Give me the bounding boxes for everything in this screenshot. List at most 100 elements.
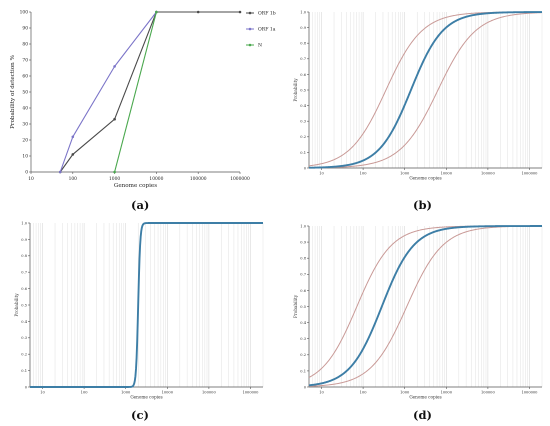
- panel-a-x-axis-label: Genome copies: [114, 183, 157, 189]
- panel-c-x-tick-label: 100000: [202, 391, 216, 395]
- panel-d-chart: 10 100 1000 10000 100000 1000000 0 0.1 0.2 0.3 0.4…: [293, 224, 543, 400]
- panel-a-chart: 10 100 1000 10000 100000 10000000102030405060…: [10, 10, 276, 189]
- panel-d-y-tick-label: 1.0: [300, 224, 306, 228]
- panel-c-y-tick-label: 0.8: [21, 254, 27, 258]
- legend-label-orf1b: ORF 1b: [258, 11, 276, 17]
- panel-d-x-tick-label: 100000: [481, 391, 495, 395]
- panel-a-y-tick-label: 10: [22, 154, 28, 159]
- panel-c-y-tick-label: 0.7: [21, 271, 27, 275]
- panel-a-y-tick-label: 50: [22, 90, 28, 95]
- panel-d-y-axis-label: Probability: [293, 294, 298, 318]
- panel-b-x-tick-label: 1000: [400, 172, 410, 176]
- panel-a-y-tick-label: 0: [25, 170, 28, 175]
- data-point-orf1b: [196, 10, 200, 14]
- panel-a-y-tick-label: 60: [22, 74, 28, 79]
- panel-a-y-tick-label: 100: [20, 10, 29, 15]
- panel-d-y-tick-label: 0.4: [300, 321, 306, 325]
- panel-c-y-tick-label: 0.6: [21, 287, 27, 291]
- panel-d-y-tick-label: 0.1: [300, 369, 306, 373]
- panel-b-y-tick-label: 1.0: [300, 10, 306, 14]
- series-line-orf1a: [59, 11, 157, 173]
- panel-b-y-tick-label: 0.4: [300, 104, 306, 108]
- legend-marker-orf1a: [248, 27, 252, 31]
- panel-c-y-tick-label: 0.9: [21, 238, 27, 242]
- panel-a-y-tick-label: 80: [22, 42, 28, 47]
- panel-b-y-tick-label: 0.8: [300, 42, 306, 46]
- panel-a-x-tick-label: 10000: [149, 177, 163, 182]
- legend-label-orf1a: ORF 1a: [258, 27, 276, 33]
- panel-b-y-tick-label: 0.1: [300, 151, 306, 155]
- panel-c-chart: 10 100 1000 10000 100000 1000000 0 0.1 0.2 0.3 0.4…: [14, 221, 264, 400]
- data-point-n: [155, 10, 158, 14]
- panel-c-x-tick-label: 10000: [162, 391, 174, 395]
- panel-c-y-tick-label: 0.5: [21, 303, 27, 307]
- panel-a-y-axis-label: Probability of detection %: [10, 55, 16, 129]
- panel-d-y-tick-label: 0.7: [300, 273, 306, 277]
- data-point-orf1b: [113, 117, 116, 121]
- data-point-orf1a: [113, 65, 116, 68]
- panel-c-y-tick-label: 0.2: [21, 353, 27, 357]
- panel-b-ci-upper-curve: [308, 12, 543, 169]
- panel-b-y-tick-label: 0.2: [300, 135, 306, 139]
- panel-c-x-tick-label: 1000000: [242, 391, 259, 395]
- panel-a-x-tick-label: 1000: [109, 177, 120, 182]
- data-point-orf1a: [58, 170, 62, 174]
- panel-b-y-tick-label: 0.3: [300, 120, 306, 124]
- data-point-orf1b: [71, 153, 75, 156]
- legend-label-n: N: [258, 43, 262, 49]
- panel-c-y-tick-label: 0.1: [21, 369, 27, 373]
- panel-c-x-tick-label: 100: [81, 391, 89, 395]
- panel-d-x-tick-label: 1000000: [521, 391, 538, 395]
- panel-c-fit-curve: [30, 222, 263, 388]
- series-line-n: [114, 11, 157, 173]
- panel-b-x-tick-label: 10000: [441, 172, 453, 176]
- panel-b-x-axis-label: Genome copies: [409, 176, 441, 181]
- series-line-orf1b: [59, 11, 240, 173]
- panel-b-y-tick-label: 0.9: [300, 26, 306, 30]
- panel-d-x-tick-label: 100: [360, 391, 368, 395]
- panel-d-y-tick-label: 0.8: [300, 257, 306, 261]
- panel-d-fit-curve: [308, 225, 542, 387]
- panel-label-a: (a): [131, 198, 150, 212]
- panel-d-y-tick-label: 0.3: [300, 337, 306, 341]
- panel-b-x-tick-label: 100000: [481, 172, 495, 176]
- panel-c-y-axis-label: Probability: [14, 293, 19, 317]
- data-point-orf1b: [238, 10, 242, 14]
- legend-marker-n: [248, 43, 252, 47]
- panel-c-y-tick-label: 0.4: [21, 320, 27, 324]
- panel-c-x-axis-label: Genome copies: [130, 395, 162, 400]
- panel-d-ci-upper-curve: [308, 225, 542, 387]
- panel-b-y-tick-label: 0.7: [300, 57, 306, 61]
- panel-d-x-axis-label: Genome copies: [409, 395, 441, 400]
- panel-a-y-tick-label: 20: [22, 138, 28, 143]
- panel-b-fit-curve: [308, 11, 542, 169]
- panel-d-ci-lower-curve: [308, 225, 542, 378]
- panel-a-y-tick-label: 40: [22, 106, 28, 111]
- panel-b-y-tick-label: 0.6: [300, 73, 306, 77]
- panel-label-d: (d): [413, 408, 432, 422]
- panel-b-x-tick-label: 100: [360, 172, 368, 176]
- panel-a-x-tick-label: 100000: [190, 177, 207, 182]
- panel-d-y-tick-label: 0.5: [300, 305, 306, 309]
- panel-b-x-tick-label: 1000000: [521, 172, 538, 176]
- panel-b-y-tick-label: 0.5: [300, 88, 306, 92]
- panel-d-x-tick-label: 1000: [400, 391, 410, 395]
- panel-b-ci-lower-curve: [308, 11, 542, 167]
- data-point-n: [113, 170, 116, 174]
- legend-marker-orf1b: [248, 11, 252, 15]
- panel-a-y-tick-label: 70: [22, 58, 28, 63]
- panel-c-x-tick-label: 1000: [121, 391, 131, 395]
- panel-c-y-tick-label: 0.3: [21, 336, 27, 340]
- panel-label-c: (c): [131, 408, 149, 422]
- panel-label-b: (b): [413, 198, 432, 212]
- panel-c-x-tick-label: 10: [40, 391, 45, 395]
- panel-d-x-tick-label: 10: [319, 391, 324, 395]
- panel-a-x-tick-label: 100: [69, 177, 78, 182]
- panel-d-y-tick-label: 0: [304, 385, 307, 389]
- panel-d-y-tick-label: 0.9: [300, 241, 306, 245]
- panel-b-x-tick-label: 10: [319, 172, 324, 176]
- panel-d-y-tick-label: 0.6: [300, 289, 306, 293]
- panel-d-x-tick-label: 10000: [441, 391, 453, 395]
- data-point-orf1a: [71, 135, 75, 139]
